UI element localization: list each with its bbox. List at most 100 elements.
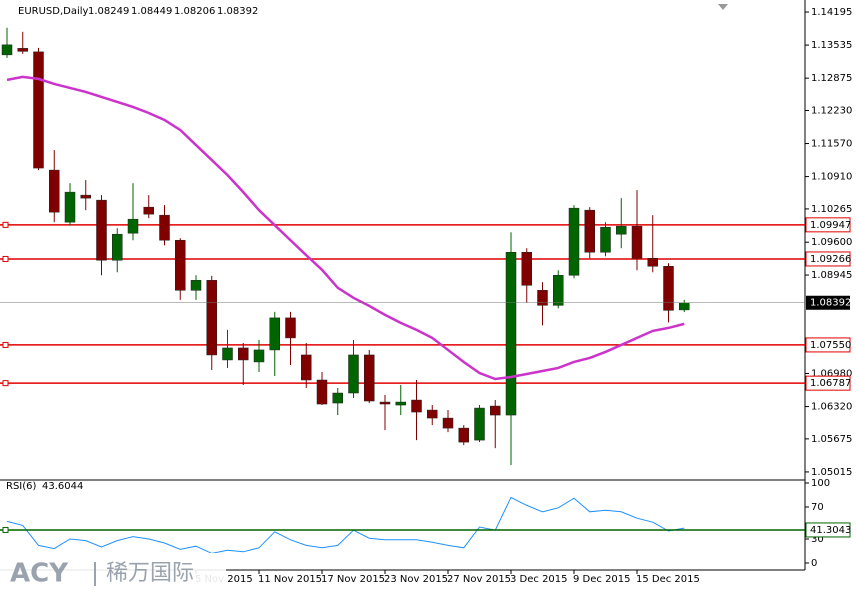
candle-body: [584, 209, 595, 253]
level-handle: [2, 255, 9, 262]
watermark-brand: ACY: [10, 559, 69, 589]
x-tick-label: 17 Nov 2015: [321, 574, 385, 585]
x-tick-label: 15 Dec 2015: [636, 574, 700, 585]
candle-body: [490, 405, 501, 416]
candle-body: [395, 401, 406, 406]
rsi-level-label: 41.3043: [810, 525, 851, 536]
level-label: 1.09947: [810, 220, 851, 231]
y-tick-label: 1.06980: [811, 368, 852, 379]
candle-body: [568, 207, 580, 276]
current-price-box: [806, 295, 850, 310]
candle-body: [49, 169, 60, 213]
candle-body: [301, 354, 312, 381]
candle-body: [379, 401, 391, 405]
rsi-value: 43.6044: [42, 481, 83, 492]
candle-body: [600, 226, 611, 253]
y-tick-label: 1.11570: [811, 139, 852, 150]
candle-body: [269, 317, 280, 351]
ohlc-high: 1.08449: [131, 6, 172, 17]
candle-body: [679, 302, 690, 311]
candle-body: [537, 290, 548, 306]
candle-body: [206, 280, 217, 356]
rsi-level-handle: [2, 526, 9, 533]
level-label-box: [805, 217, 851, 233]
level-handle: [2, 380, 9, 387]
candle-body: [127, 218, 139, 234]
candle-body: [17, 48, 28, 52]
level-label-box: [805, 337, 851, 353]
candle-body: [505, 251, 517, 416]
level-label: 1.07550: [810, 340, 851, 351]
candle-body: [647, 258, 658, 267]
current-price-label: 1.08392: [810, 298, 851, 309]
x-tick-label: 9 Dec 2015: [573, 574, 631, 585]
x-tick-label: 11 Nov 2015: [258, 574, 322, 585]
candle-body: [521, 251, 532, 286]
candle-body: [80, 194, 91, 199]
x-tick-label: 3 Dec 2015: [510, 574, 568, 585]
y-tick-label: 1.12230: [811, 105, 852, 116]
rsi-tick-label: 0: [811, 558, 817, 569]
candle-body: [348, 354, 359, 394]
candle-body: [442, 417, 454, 429]
shift-marker: [718, 4, 728, 10]
candle-body: [159, 214, 170, 241]
watermark-name: 稀万国际: [106, 561, 194, 586]
rsi-tick-label: 70: [811, 502, 824, 513]
y-tick-label: 1.05675: [811, 434, 852, 445]
level-label-box: [805, 251, 851, 267]
y-tick-label: 1.06320: [811, 402, 852, 413]
candle-body: [458, 427, 469, 443]
x-tick-label: 27 Nov 2015: [447, 574, 511, 585]
candle-body: [112, 233, 123, 261]
level-label-box: [805, 375, 851, 391]
candle-body: [1, 44, 13, 56]
candle-body: [553, 275, 564, 306]
level-label: 1.06787: [810, 378, 851, 389]
y-tick-label: 1.10265: [811, 204, 852, 215]
candle-body: [411, 399, 422, 413]
level-handle: [2, 341, 9, 348]
rsi-level-box: [805, 522, 851, 538]
level-label: 1.09266: [810, 254, 851, 265]
candle-body: [238, 347, 249, 361]
level-handle: [2, 221, 9, 228]
candle-body: [96, 199, 107, 261]
candle-body: [316, 379, 328, 405]
watermark-backdrop: [0, 553, 226, 596]
y-tick-label: 1.05015: [811, 467, 852, 478]
candle-body: [253, 349, 265, 363]
candle-body: [663, 266, 674, 311]
candle-body: [427, 409, 438, 419]
chart-title: EURUSD,Daily: [18, 6, 89, 17]
ohlc-low: 1.08206: [174, 6, 215, 17]
candle-body: [332, 392, 343, 404]
candle-body: [474, 407, 485, 441]
y-tick-label: 1.12875: [811, 73, 852, 84]
ohlc-open: 1.08249: [88, 6, 129, 17]
y-tick-label: 1.09600: [811, 237, 852, 248]
candle-body: [190, 280, 202, 291]
x-tick-label: 23 Nov 2015: [384, 574, 448, 585]
rsi-tick-label: 100: [811, 478, 830, 489]
candle-body: [175, 239, 186, 291]
rsi-line: [6, 496, 685, 554]
rsi-tick-label: 30: [811, 534, 824, 545]
candle-body: [143, 206, 154, 215]
candle-body: [631, 225, 643, 259]
candle-body: [222, 347, 233, 361]
y-tick-label: 1.13535: [811, 40, 852, 51]
rsi-label: RSI(6): [6, 481, 37, 492]
candle-body: [285, 317, 296, 339]
y-tick-label: 1.10910: [811, 172, 852, 183]
ohlc-close: 1.08392: [217, 6, 258, 17]
candle-body: [616, 225, 627, 235]
y-tick-label: 1.08945: [811, 270, 852, 281]
candle-body: [33, 51, 44, 169]
moving-average: [6, 75, 685, 381]
y-tick-label: 1.14195: [811, 7, 852, 18]
candle-body: [364, 354, 375, 402]
candle-body: [64, 191, 76, 223]
